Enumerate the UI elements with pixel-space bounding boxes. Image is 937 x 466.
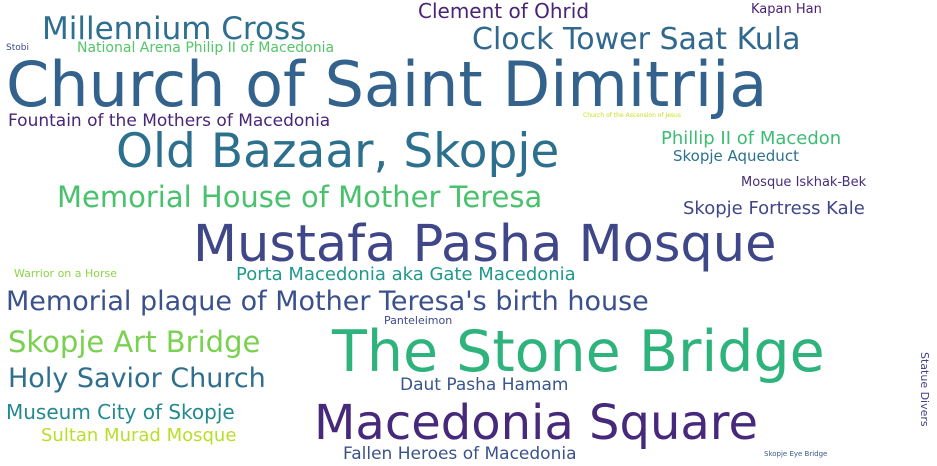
word-sultan-murad-mosque: Sultan Murad Mosque — [41, 425, 237, 446]
word-mosque-iskhak-bek: Mosque Iskhak-Bek — [741, 175, 867, 190]
word-stobi: Stobi — [6, 43, 29, 53]
word-porta-macedonia: Porta Macedonia aka Gate Macedonia — [236, 264, 576, 285]
word-fallen-heroes-of-macedonia: Fallen Heroes of Macedonia — [343, 444, 577, 464]
word-macedonia-square: Macedonia Square — [314, 395, 758, 451]
word-fountain-mothers-macedonia: Fountain of the Mothers of Macedonia — [8, 111, 331, 131]
word-holy-savior-church: Holy Savior Church — [8, 363, 266, 394]
word-panteleimon: Panteleimon — [384, 314, 453, 327]
word-phillip-ii-of-macedon: Phillip II of Macedon — [661, 128, 842, 149]
word-old-bazaar-skopje: Old Bazaar, Skopje — [116, 124, 560, 179]
word-statue-divers: Statue Divers — [918, 352, 931, 427]
word-warrior-on-a-horse: Warrior on a Horse — [14, 267, 118, 280]
word-clock-tower-saat-kula: Clock Tower Saat Kula — [472, 22, 801, 57]
word-kapan-han: Kapan Han — [751, 2, 822, 17]
word-museum-city-of-skopje: Museum City of Skopje — [6, 400, 235, 424]
word-skopje-fortress-kale: Skopje Fortress Kale — [683, 198, 865, 219]
word-skopje-eye-bridge: Skopje Eye Bridge — [764, 450, 828, 458]
word-church-of-saint-dimitrija: Church of Saint Dimitrija — [6, 48, 768, 121]
word-mustafa-pasha-mosque: Mustafa Pasha Mosque — [193, 215, 777, 274]
word-skopje-aqueduct: Skopje Aqueduct — [673, 147, 799, 165]
word-church-of-the-ascension: Church of the Ascension of Jesus — [583, 112, 681, 119]
word-daut-pasha-hamam: Daut Pasha Hamam — [400, 375, 569, 395]
word-the-stone-bridge: The Stone Bridge — [332, 319, 825, 385]
word-skopje-art-bridge: Skopje Art Bridge — [8, 325, 261, 359]
word-memorial-plaque: Memorial plaque of Mother Teresa's birth… — [6, 286, 649, 317]
word-millennium-cross: Millennium Cross — [42, 11, 307, 47]
word-memorial-house-mother-teresa: Memorial House of Mother Teresa — [57, 180, 543, 214]
word-clement-of-ohrid: Clement of Ohrid — [418, 0, 590, 23]
word-national-arena-philip: National Arena Philip II of Macedonia — [77, 40, 335, 56]
